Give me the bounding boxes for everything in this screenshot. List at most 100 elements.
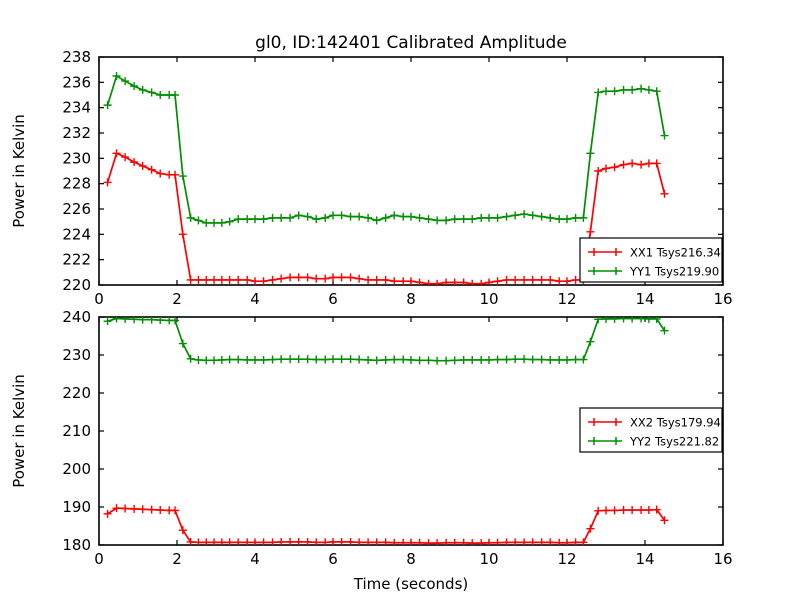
data-marker [407,212,415,221]
data-marker [433,356,442,365]
data-marker [390,538,399,545]
x-tick-label: 12 [557,290,576,308]
data-marker [546,213,555,222]
data-marker [652,159,661,168]
legend[interactable]: XX1 Tsys216.34 YY1 Tsys219.90 [579,237,723,283]
x-tick-label: 16 [713,550,732,568]
data-marker [610,87,619,96]
data-marker [225,538,234,545]
data-marker [555,277,564,285]
legend-background [579,407,723,453]
data-marker [312,538,321,545]
data-marker [286,537,295,545]
legend-label: XX1 Tsys216.34 [630,246,721,260]
data-marker [234,538,243,545]
data-marker [234,355,243,364]
data-marker [602,317,610,323]
data-marker [619,160,628,169]
data-marker [103,509,112,518]
data-marker [537,275,546,284]
data-marker [520,538,529,545]
data-marker [563,215,571,224]
data-marker [259,277,268,285]
data-marker [537,355,546,364]
data-marker [186,213,195,222]
data-marker [586,149,595,158]
data-marker [442,538,451,545]
data-marker [346,273,355,282]
data-marker [346,537,355,545]
data-marker [217,218,226,227]
data-marker [450,356,459,365]
data-marker [337,355,346,364]
data-marker [243,355,252,364]
data-layer [103,317,669,545]
data-marker [178,172,187,181]
data-marker [468,279,477,285]
data-marker [277,213,286,222]
data-marker [210,275,219,284]
x-tick-label: 12 [557,550,576,568]
data-marker [390,211,399,220]
data-marker [138,505,147,514]
data-marker [364,213,373,222]
data-marker [147,165,156,174]
y-tick-label: 190 [62,498,91,516]
data-marker [156,506,165,515]
data-marker [511,538,520,545]
data-marker [202,218,211,227]
data-marker [644,317,653,323]
y-tick-label: 220 [62,384,91,402]
data-marker [337,211,346,220]
data-marker [147,317,156,324]
data-marker [202,538,211,545]
data-marker [537,212,546,221]
data-marker [243,215,252,224]
data-marker [364,538,373,545]
data-marker [312,274,321,283]
y-tick-label: 220 [62,276,91,294]
data-marker [251,538,259,545]
data-marker [528,275,537,284]
data-marker [178,526,187,535]
x-tick-label: 14 [635,550,654,568]
data-marker [644,85,653,94]
data-marker [251,355,259,364]
x-tick-label: 2 [172,290,182,308]
data-marker [112,317,121,323]
page-title: gl0, ID:142401 Calibrated Amplitude [255,33,567,53]
x-tick-label: 0 [94,290,104,308]
data-marker [337,273,346,282]
data-marker [459,278,468,285]
data-marker [225,355,234,364]
x-tick-label: 6 [328,290,338,308]
data-marker [243,538,252,545]
data-marker [660,189,669,198]
y-tick-label: 232 [62,124,91,142]
data-marker [268,213,277,222]
series-yy [103,317,669,365]
data-marker [121,153,130,162]
data-marker [103,317,112,326]
data-marker [652,505,661,514]
legend-background [579,237,723,283]
y-axis-label: Power in Kelvin [10,114,28,228]
data-marker [594,506,603,515]
data-marker [586,337,595,346]
data-marker [138,317,147,324]
data-marker [225,275,234,284]
data-marker [424,356,433,365]
data-marker [286,355,295,364]
data-marker [217,355,226,364]
data-marker [644,506,653,515]
data-marker [546,275,555,284]
data-marker [268,275,277,284]
data-marker [156,169,165,178]
data-marker [602,506,610,515]
data-marker [571,538,580,545]
legend[interactable]: XX2 Tsys179.94 YY2 Tsys221.82 [579,407,723,453]
x-axis-label: Time (seconds) [353,575,469,593]
data-marker [381,213,390,222]
